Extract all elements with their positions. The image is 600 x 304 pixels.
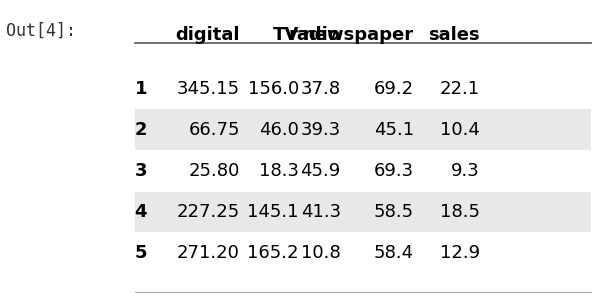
Text: 165.2: 165.2	[247, 244, 299, 262]
FancyBboxPatch shape	[135, 109, 591, 150]
Text: TV: TV	[272, 26, 299, 44]
Text: 12.9: 12.9	[440, 244, 480, 262]
Text: radio: radio	[289, 26, 341, 44]
Text: 45.9: 45.9	[301, 162, 341, 180]
Text: 227.25: 227.25	[177, 203, 240, 221]
Text: 3: 3	[134, 162, 147, 180]
Text: 345.15: 345.15	[177, 80, 240, 98]
Text: 10.8: 10.8	[301, 244, 341, 262]
FancyBboxPatch shape	[135, 192, 591, 232]
Text: 39.3: 39.3	[301, 121, 341, 139]
Text: 145.1: 145.1	[247, 203, 299, 221]
Text: 5: 5	[134, 244, 147, 262]
Text: 10.4: 10.4	[440, 121, 480, 139]
Text: digital: digital	[176, 26, 240, 44]
Text: 37.8: 37.8	[301, 80, 341, 98]
Text: 9.3: 9.3	[451, 162, 480, 180]
Text: 4: 4	[134, 203, 147, 221]
Text: 58.4: 58.4	[374, 244, 414, 262]
Text: 18.3: 18.3	[259, 162, 299, 180]
Text: sales: sales	[428, 26, 480, 44]
Text: 18.5: 18.5	[440, 203, 480, 221]
Text: newspaper: newspaper	[303, 26, 414, 44]
Text: 271.20: 271.20	[177, 244, 240, 262]
Text: 69.2: 69.2	[374, 80, 414, 98]
Text: 45.1: 45.1	[374, 121, 414, 139]
Text: 156.0: 156.0	[248, 80, 299, 98]
Text: 46.0: 46.0	[259, 121, 299, 139]
Text: 58.5: 58.5	[374, 203, 414, 221]
Text: 66.75: 66.75	[188, 121, 240, 139]
Text: 69.3: 69.3	[374, 162, 414, 180]
Text: Out[4]:: Out[4]:	[6, 21, 76, 39]
Text: 41.3: 41.3	[301, 203, 341, 221]
Text: 1: 1	[134, 80, 147, 98]
Text: 22.1: 22.1	[440, 80, 480, 98]
Text: 2: 2	[134, 121, 147, 139]
Text: 25.80: 25.80	[188, 162, 240, 180]
